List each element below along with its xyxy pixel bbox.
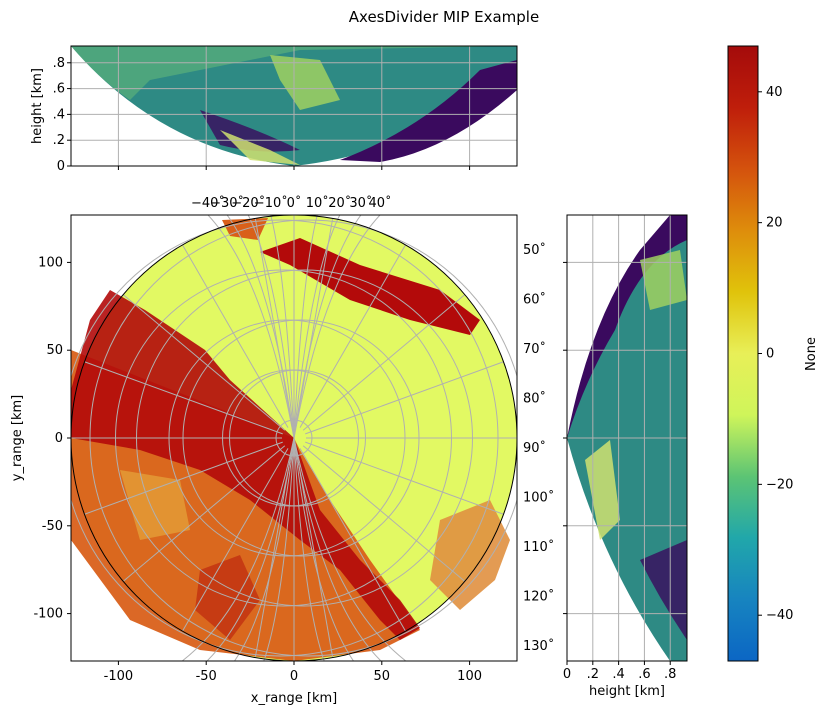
grid-spoke [299,244,406,428]
right-xtick-label: .8 [664,667,676,682]
top-ytick-label: 0 [57,159,65,174]
latitude-label: 130˚ [523,638,554,654]
meridian-line [293,437,325,661]
right-mip-panel: 0 .2 .4 .6 .8 height [km] [563,214,688,699]
latitude-label: 90˚ [523,440,546,456]
right-x-axis: 0 .2 .4 .6 .8 [563,261,676,682]
main-xtick-label: -100 [104,669,134,684]
top-ytick-label: .4 [53,107,65,122]
meridian-line [270,215,295,439]
right-xtick-label: .4 [612,667,624,682]
right-xlabel: height [km] [589,684,665,699]
longitude-labels: −40˚−30˚−20˚−10˚0˚ 10˚ 20˚30˚40˚ [191,195,392,211]
latitude-label: 50˚ [523,242,546,258]
meridian-line [247,215,295,439]
right-xtick-label: .6 [638,667,650,682]
grid-spoke [305,441,504,515]
main-x-axis: -100 -50 0 50 100 [104,661,482,684]
grid-spoke [254,218,293,427]
meridian-line [293,215,318,439]
colorbar-tick-label: −20 [766,477,793,492]
latitude-label: 70˚ [523,341,546,357]
latitude-label: 110˚ [523,539,554,555]
meridian-line [207,215,295,439]
longitude-label: −40˚ [191,195,225,211]
colorbar-tick-label: 0 [766,347,774,362]
main-ytick-label: -50 [42,519,63,534]
grid-spoke [122,445,286,582]
top-ytick-label: .8 [53,56,65,71]
main-panel: -100 -50 0 50 100 100 50 0 -50 -100 −40˚−30˚−20˚… [10,195,554,706]
main-xtick-label: 50 [374,669,391,684]
colorbar-axis: 40 20 0 −20 −40 [758,85,793,623]
grid-spoke [302,294,466,431]
figure-title: AxesDivider MIP Example [349,8,539,26]
main-ytick-label: -100 [33,607,63,622]
top-y-axis: 0 .2 .4 .6 .8 [53,56,471,174]
colorbar-tick-label: −40 [766,608,793,623]
grid-spoke [84,361,283,435]
meridian-line [293,215,341,439]
grid-spoke [182,448,289,632]
colorbar-gradient [728,46,758,661]
longitude-label: 40˚ [368,195,391,211]
latlon-grid [71,215,517,661]
latitude-labels: 50˚ 60˚ 70˚ 80˚ 90˚ 100˚ 110˚ 120˚ 130˚ [523,242,554,654]
colorbar-tick-label: 20 [766,216,783,231]
grid-spoke [254,449,293,658]
grid-spoke [302,445,466,582]
right-grid [567,215,687,661]
grid-spoke [122,294,286,431]
grid-spoke [299,448,406,632]
meridian-line [181,437,295,661]
top-grid [71,46,517,166]
main-xtick-label: -50 [196,669,217,684]
longitude-label: −20˚ [231,195,265,211]
meridian-line [293,215,381,439]
main-ytick-label: 0 [55,431,63,446]
top-ytick-label: .2 [53,133,65,148]
grid-spoke [295,449,334,658]
latitude-label: 100˚ [523,490,554,506]
main-y-axis: 100 50 0 -50 -100 [33,255,71,622]
right-xtick-label: .2 [587,667,599,682]
top-mip-panel: 0 .2 .4 .6 .8 height [km] [30,45,518,174]
longitude-label: 20˚ [328,195,351,211]
latitude-label: 120˚ [523,589,554,605]
meridian-line [293,437,407,661]
right-xtick-label: 0 [563,667,571,682]
longitude-label: 0˚ [287,195,302,211]
main-ylabel: y_range [km] [10,395,25,481]
colorbar-label: None [804,337,819,371]
grid-spoke [84,441,283,515]
grid-spoke [182,244,289,428]
grid-spoke [305,361,504,435]
longitude-label: 30˚ [349,195,372,211]
longitude-label: 10˚ [306,195,329,211]
grid-spoke [295,218,334,427]
longitude-label: −30˚ [210,195,244,211]
main-xtick-label: 0 [290,669,298,684]
precip-field [71,218,510,661]
top-ytick-label: .6 [53,82,65,97]
latitude-label: 80˚ [523,391,546,407]
top-ylabel: height [km] [30,68,45,144]
main-xlabel: x_range [km] [251,691,337,706]
colorbar-tick-label: 40 [766,85,783,100]
main-xtick-label: 100 [457,669,482,684]
longitude-label: −10˚ [254,195,288,211]
colorbar: 40 20 0 −20 −40 None [727,45,819,662]
meridian-line [263,437,295,661]
main-ytick-label: 50 [46,343,63,358]
latitude-label: 60˚ [523,292,546,308]
main-ytick-label: 100 [38,255,63,270]
